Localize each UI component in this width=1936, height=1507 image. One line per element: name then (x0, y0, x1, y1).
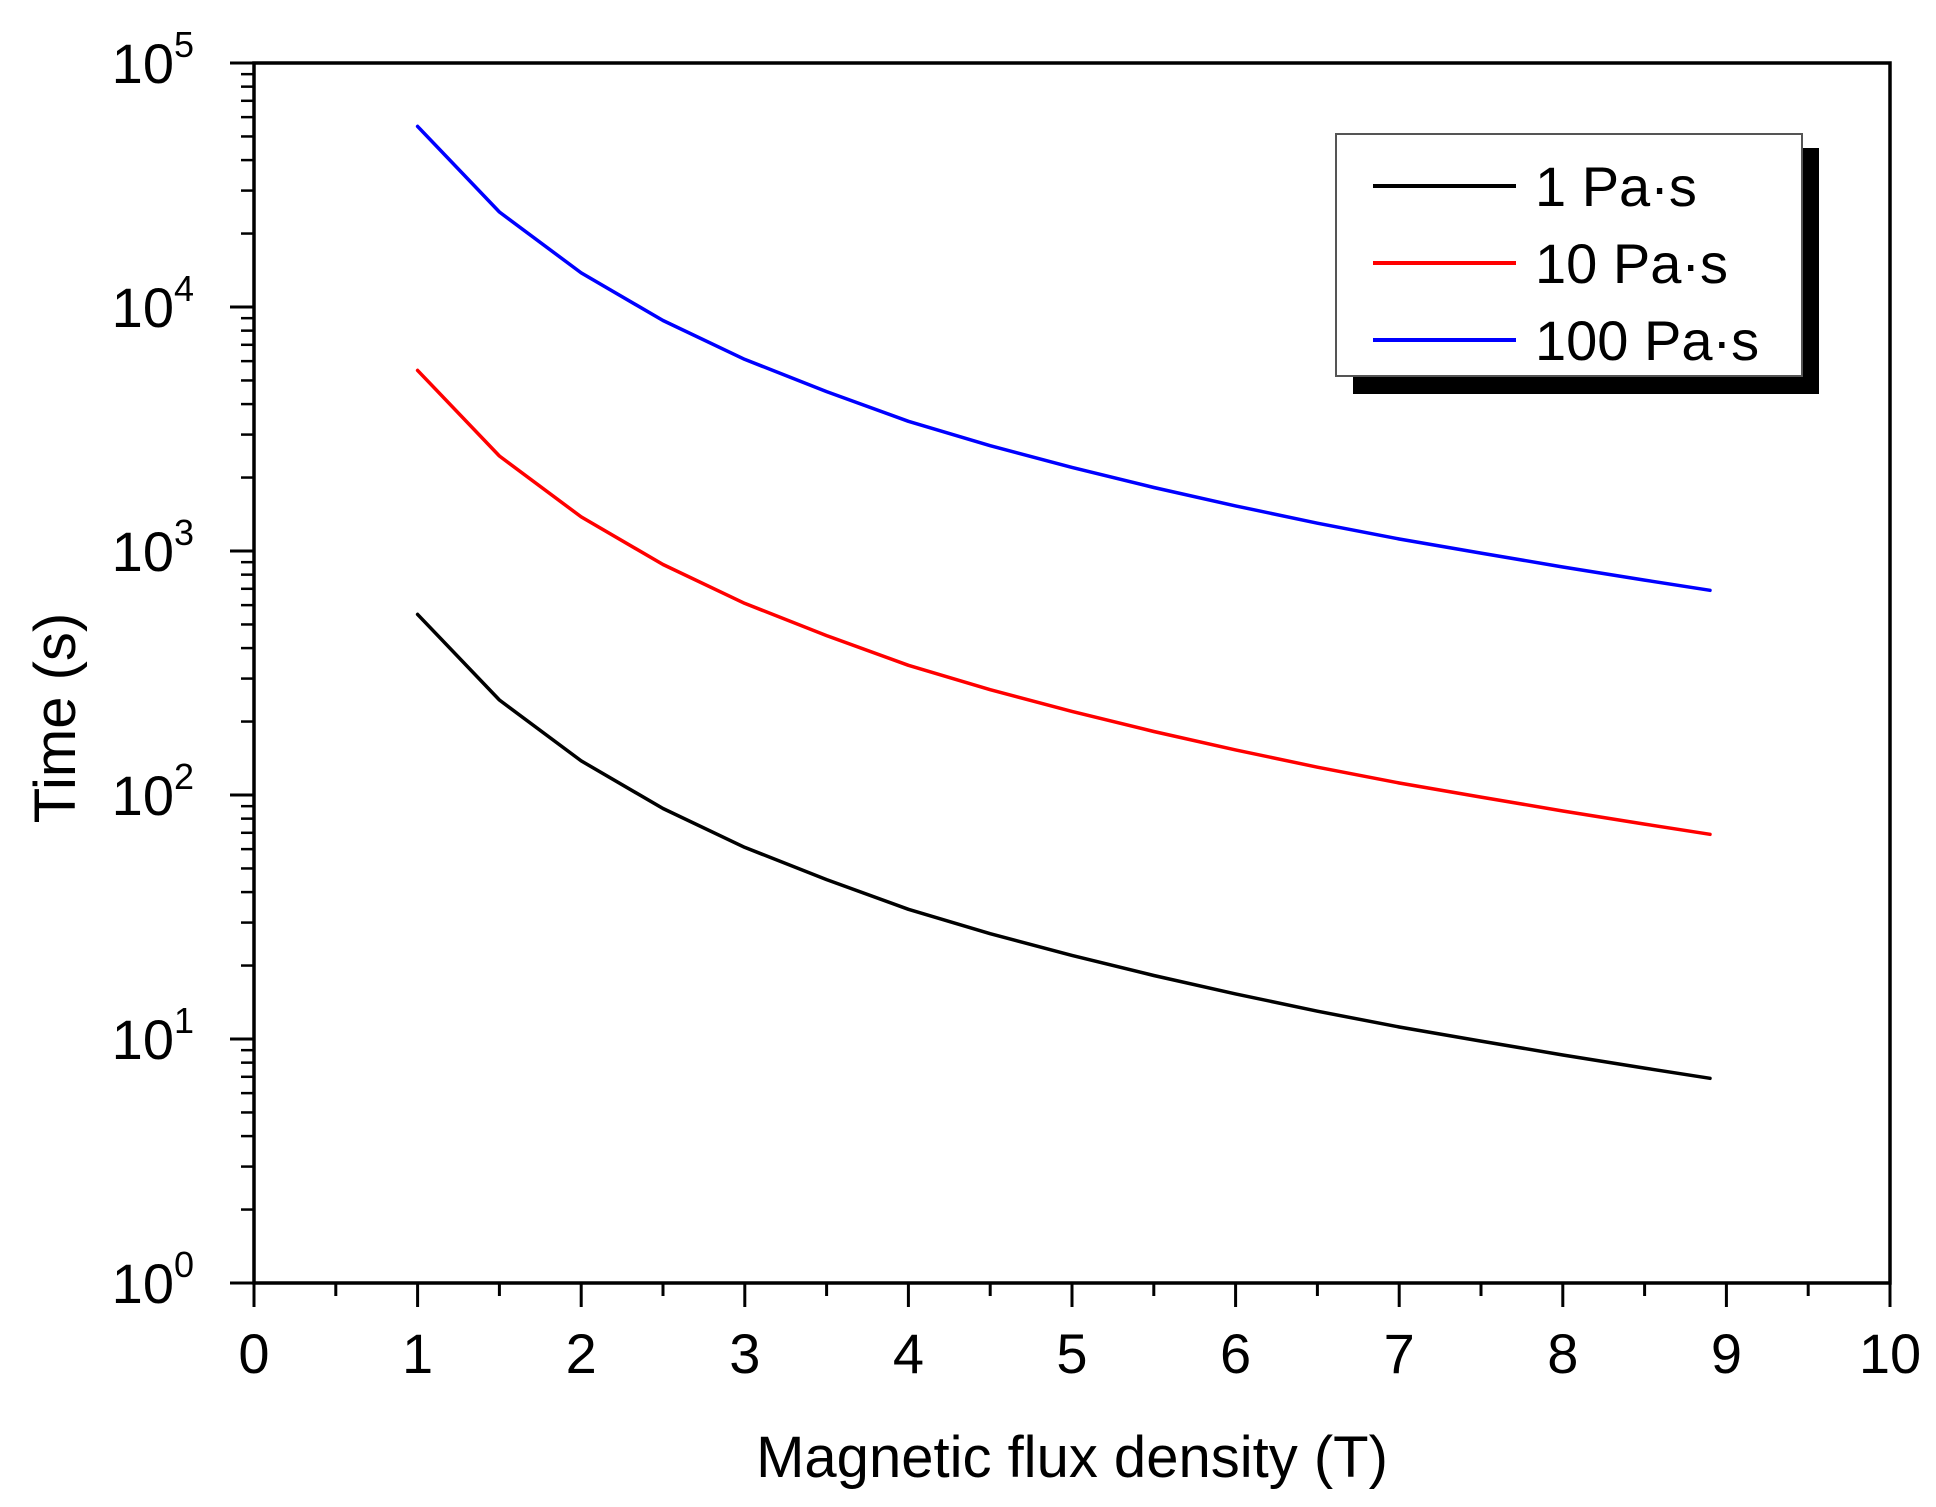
y-tick-label: 100 (112, 1244, 194, 1315)
y-tick-label: 101 (112, 1000, 194, 1071)
x-tick-label: 3 (729, 1322, 760, 1385)
series-layer (415, 124, 1712, 1081)
y-axis: 100 101 102 103 104 105 (112, 24, 254, 1315)
x-tick-label: 6 (1220, 1322, 1251, 1385)
x-tick-label: 10 (1859, 1322, 1921, 1385)
x-axis: 0 1 2 3 4 5 6 7 8 9 10 (238, 1283, 1921, 1385)
x-tick-label: 8 (1547, 1322, 1578, 1385)
x-tick-label: 0 (238, 1322, 269, 1385)
series-line-0 (415, 612, 1712, 1081)
legend-label-2: 100 Pa·s (1535, 309, 1759, 372)
legend-label-1: 10 Pa·s (1535, 232, 1728, 295)
x-tick-label: 5 (1056, 1322, 1087, 1385)
legend-items: 1 Pa·s 10 Pa·s 100 Pa·s (1373, 155, 1759, 372)
x-tick-label: 4 (893, 1322, 924, 1385)
x-axis-title: Magnetic flux density (T) (756, 1425, 1388, 1490)
y-tick-label: 102 (112, 756, 194, 827)
legend: 1 Pa·s 10 Pa·s 100 Pa·s (1335, 133, 1819, 394)
legend-box (1335, 133, 1803, 377)
y-tick-label: 103 (112, 512, 194, 583)
y-axis-title: Time (s) (23, 613, 88, 823)
x-tick-label: 1 (402, 1322, 433, 1385)
x-tick-label: 9 (1711, 1322, 1742, 1385)
series-line-2 (415, 124, 1712, 593)
y-tick-label: 104 (112, 268, 194, 339)
x-tick-label: 2 (566, 1322, 597, 1385)
legend-label-0: 1 Pa·s (1535, 155, 1697, 218)
y-tick-label: 105 (112, 24, 194, 95)
x-tick-label: 7 (1384, 1322, 1415, 1385)
series-line-1 (415, 368, 1712, 837)
